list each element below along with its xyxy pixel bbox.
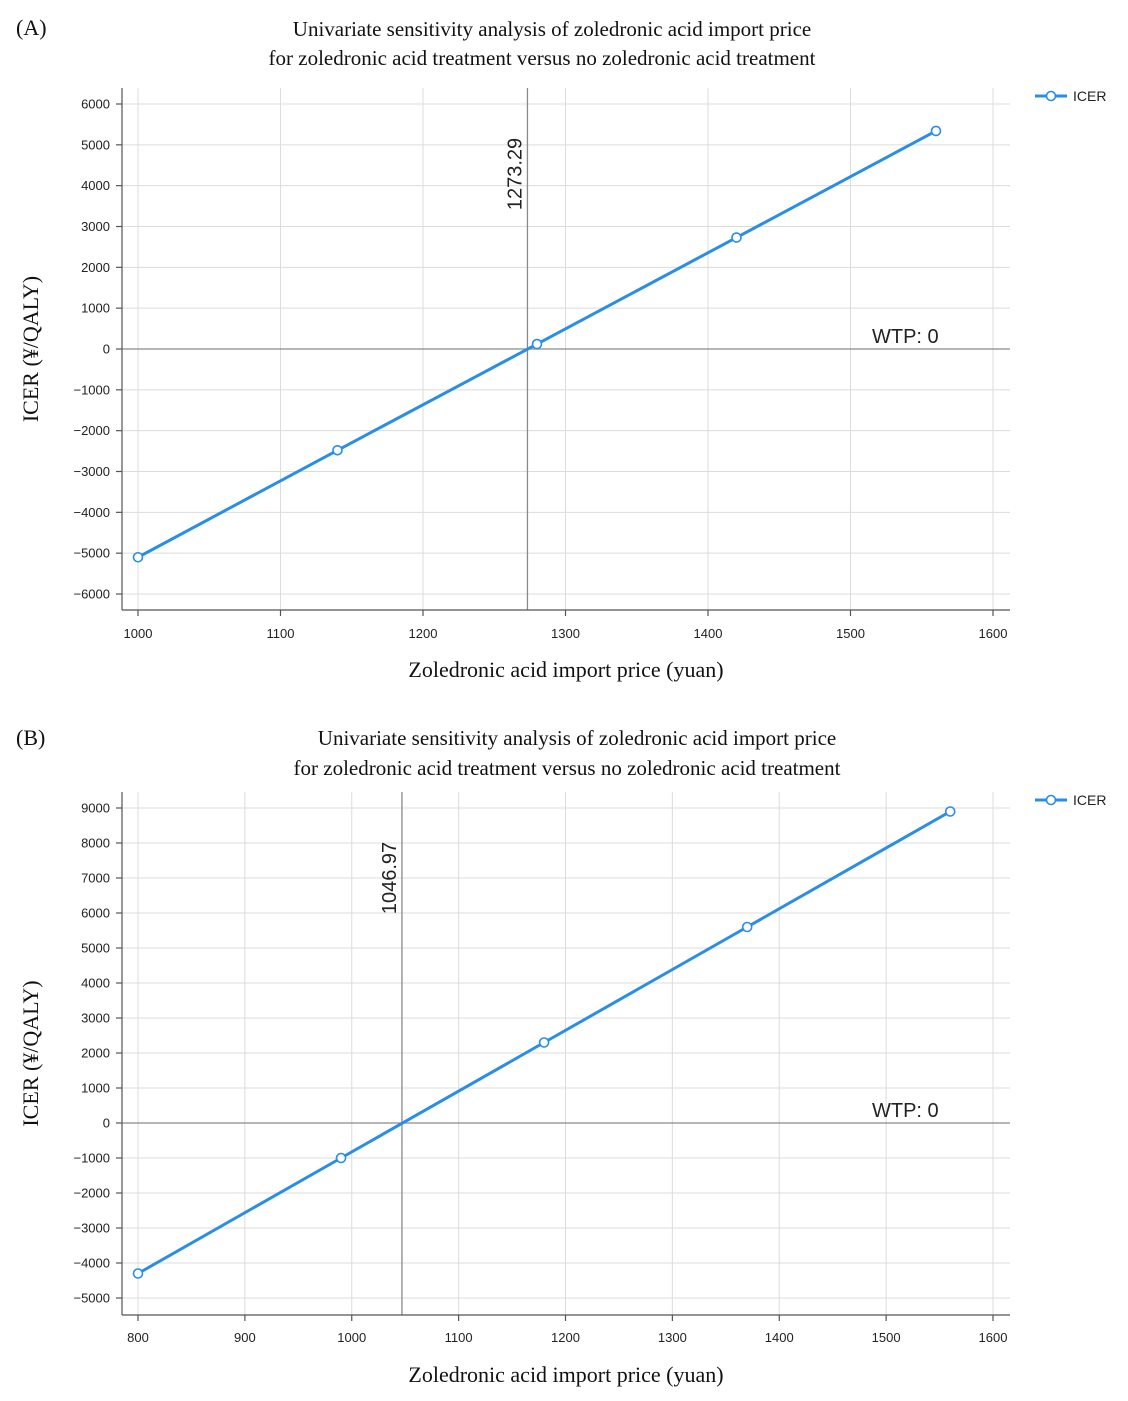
- x-tick-label: 1400: [765, 1330, 794, 1345]
- y-tick-label: 3000: [81, 219, 110, 234]
- x-tick-label: 1600: [979, 626, 1008, 641]
- legend: ICER: [1035, 88, 1106, 104]
- y-tick-label: 2000: [81, 260, 110, 275]
- y-tick-label: 5000: [81, 941, 110, 956]
- x-tick-label: 1000: [337, 1330, 366, 1345]
- legend-marker: [1045, 90, 1057, 102]
- y-axis-title: ICER (¥/QALY): [18, 980, 43, 1126]
- chart-title-line-1: Univariate sensitivity analysis of zoled…: [318, 726, 836, 750]
- data-point: [930, 125, 942, 137]
- y-tick-label: −4000: [73, 1256, 110, 1271]
- legend-marker: [1045, 794, 1057, 806]
- data-point: [944, 806, 956, 817]
- y-tick-label: 7000: [81, 871, 110, 886]
- x-tick-label: 1600: [979, 1330, 1008, 1345]
- y-tick-label: −3000: [73, 464, 110, 479]
- y-tick-label: 1000: [81, 1081, 110, 1096]
- y-tick-label: −1000: [73, 1151, 110, 1166]
- y-tick-label: 1000: [81, 301, 110, 316]
- chart-title-line-1: Univariate sensitivity analysis of zoled…: [293, 17, 811, 41]
- panel-label: (B): [16, 725, 45, 750]
- y-axis-title: ICER (¥/QALY): [18, 276, 43, 422]
- y-tick-label: −1000: [73, 382, 110, 397]
- y-tick-label: 3000: [81, 1011, 110, 1026]
- y-tick-label: 6000: [81, 97, 110, 112]
- series-icer: [132, 806, 956, 1279]
- y-tick-label: −4000: [73, 505, 110, 520]
- reference-lines: [122, 792, 1010, 1315]
- legend-label: ICER: [1073, 88, 1106, 104]
- y-tick-label: −5000: [73, 546, 110, 561]
- y-tick-label: 5000: [81, 137, 110, 152]
- breakeven-label: 1046.97: [379, 842, 401, 914]
- y-tick-label: −3000: [73, 1221, 110, 1236]
- chart-title-line-2: for zoledronic acid treatment versus no …: [269, 46, 816, 70]
- y-tick-label: 0: [103, 342, 110, 357]
- y-tick-label: 4000: [81, 178, 110, 193]
- legend-label: ICER: [1073, 792, 1106, 808]
- chart-panel-a: (A) Univariate sensitivity analysis of z…: [16, 15, 1106, 682]
- y-tick-label: 9000: [81, 801, 110, 816]
- axes: 9000 8000 7000 6000 5000 4000 3000 2000 1000 0 −10…: [73, 792, 1010, 1345]
- x-tick-label: 1200: [551, 1330, 580, 1345]
- y-tick-label: 8000: [81, 836, 110, 851]
- x-tick-label: 800: [127, 1330, 149, 1345]
- y-tick-label: 4000: [81, 976, 110, 991]
- y-tick-label: −2000: [73, 1186, 110, 1201]
- panel-label: (A): [16, 15, 47, 40]
- y-tick-label: −2000: [73, 423, 110, 438]
- x-tick-label: 1500: [836, 626, 865, 641]
- chart-title-line-2: for zoledronic acid treatment versus no …: [294, 756, 841, 780]
- x-tick-label: 1300: [551, 626, 580, 641]
- x-tick-label: 1500: [872, 1330, 901, 1345]
- data-point: [731, 232, 742, 243]
- y-tick-label: 0: [103, 1116, 110, 1131]
- x-tick-label: 1000: [124, 626, 153, 641]
- x-tick-label: 1100: [267, 626, 295, 641]
- x-tick-label: 1200: [409, 626, 438, 641]
- axes: 6000 5000 4000 3000 2000 1000 0 −1000 −2000 −3000…: [73, 88, 1010, 641]
- data-point: [741, 921, 753, 933]
- data-point: [538, 1037, 550, 1048]
- legend: ICER: [1035, 792, 1106, 808]
- data-point: [335, 1152, 347, 1164]
- gridlines: [122, 792, 1010, 1315]
- data-point: [332, 444, 343, 456]
- y-tick-label: 2000: [81, 1046, 110, 1061]
- x-axis-title: Zoledronic acid import price (yuan): [408, 1362, 723, 1387]
- data-point: [132, 1268, 144, 1279]
- x-axis-title: Zoledronic acid import price (yuan): [408, 657, 723, 682]
- wtp-annotation: WTP: 0: [872, 1100, 939, 1122]
- series-icer: [132, 125, 942, 563]
- x-tick-label: 900: [234, 1330, 256, 1345]
- x-tick-label: 1300: [658, 1330, 687, 1345]
- breakeven-label: 1273.29: [504, 138, 526, 210]
- data-point: [531, 338, 543, 350]
- x-tick-label: 1400: [694, 626, 723, 641]
- y-tick-label: −6000: [73, 587, 110, 602]
- chart-panel-b: (B) Univariate sensitivity analysis of z…: [16, 725, 1106, 1387]
- data-point: [132, 551, 144, 563]
- wtp-annotation: WTP: 0: [872, 326, 939, 348]
- y-tick-label: −5000: [73, 1291, 110, 1306]
- x-tick-label: 1100: [445, 1330, 473, 1345]
- y-tick-label: 6000: [81, 906, 110, 921]
